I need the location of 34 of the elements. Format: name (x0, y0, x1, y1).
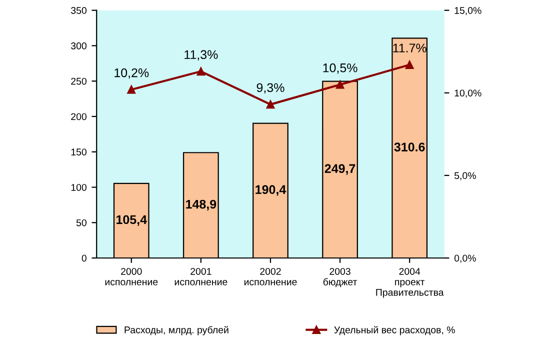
point (196, 67, 206, 76)
data-label: 310.6 (394, 142, 425, 152)
x-tick-label: 2002 исполнение (244, 268, 297, 286)
data-label: 190,4 (256, 185, 286, 196)
data-label: 105,4 (116, 215, 147, 226)
y2-tick-label: 10,0% (454, 90, 482, 98)
y-tick-label: 250 (71, 78, 86, 85)
y-tick-label: 50 (76, 219, 86, 226)
x-tick-label: 2004 проект Правительства (376, 268, 444, 298)
data-label: 11.7% (393, 44, 426, 52)
x-tick-label: 2001 исполнение (174, 268, 228, 286)
data-label: 9,3% (256, 83, 284, 94)
y-tick-label: 300 (71, 42, 86, 50)
point (336, 80, 344, 89)
legend-label: Удельный вес расходов, % (334, 326, 455, 336)
y-tick-label: 200 (71, 113, 86, 120)
point (127, 85, 136, 94)
x-tick-label: 2003 бюджет (323, 268, 358, 288)
data-label: 10,2% (114, 68, 149, 79)
y-tick-label: 0 (82, 254, 86, 262)
data-label: 148,9 (186, 200, 216, 210)
y2-tick-label: 0,0% (454, 254, 476, 263)
point (266, 100, 275, 109)
x-tick-label: 2000 исполнение (105, 268, 158, 286)
point (405, 60, 414, 69)
data-label: 11,3% (184, 50, 218, 61)
y-tick-label: 350 (71, 7, 86, 14)
legend-label: Расходы, млрд. рублей (124, 326, 228, 336)
y2-tick-label: 15,0% (454, 7, 482, 16)
y-tick-label: 150 (71, 148, 86, 156)
y2-tick-label: 5,0% (454, 172, 476, 180)
data-label: 10,5% (323, 63, 358, 74)
data-label: 249,7 (324, 164, 356, 175)
y-tick-label: 100 (71, 184, 86, 191)
